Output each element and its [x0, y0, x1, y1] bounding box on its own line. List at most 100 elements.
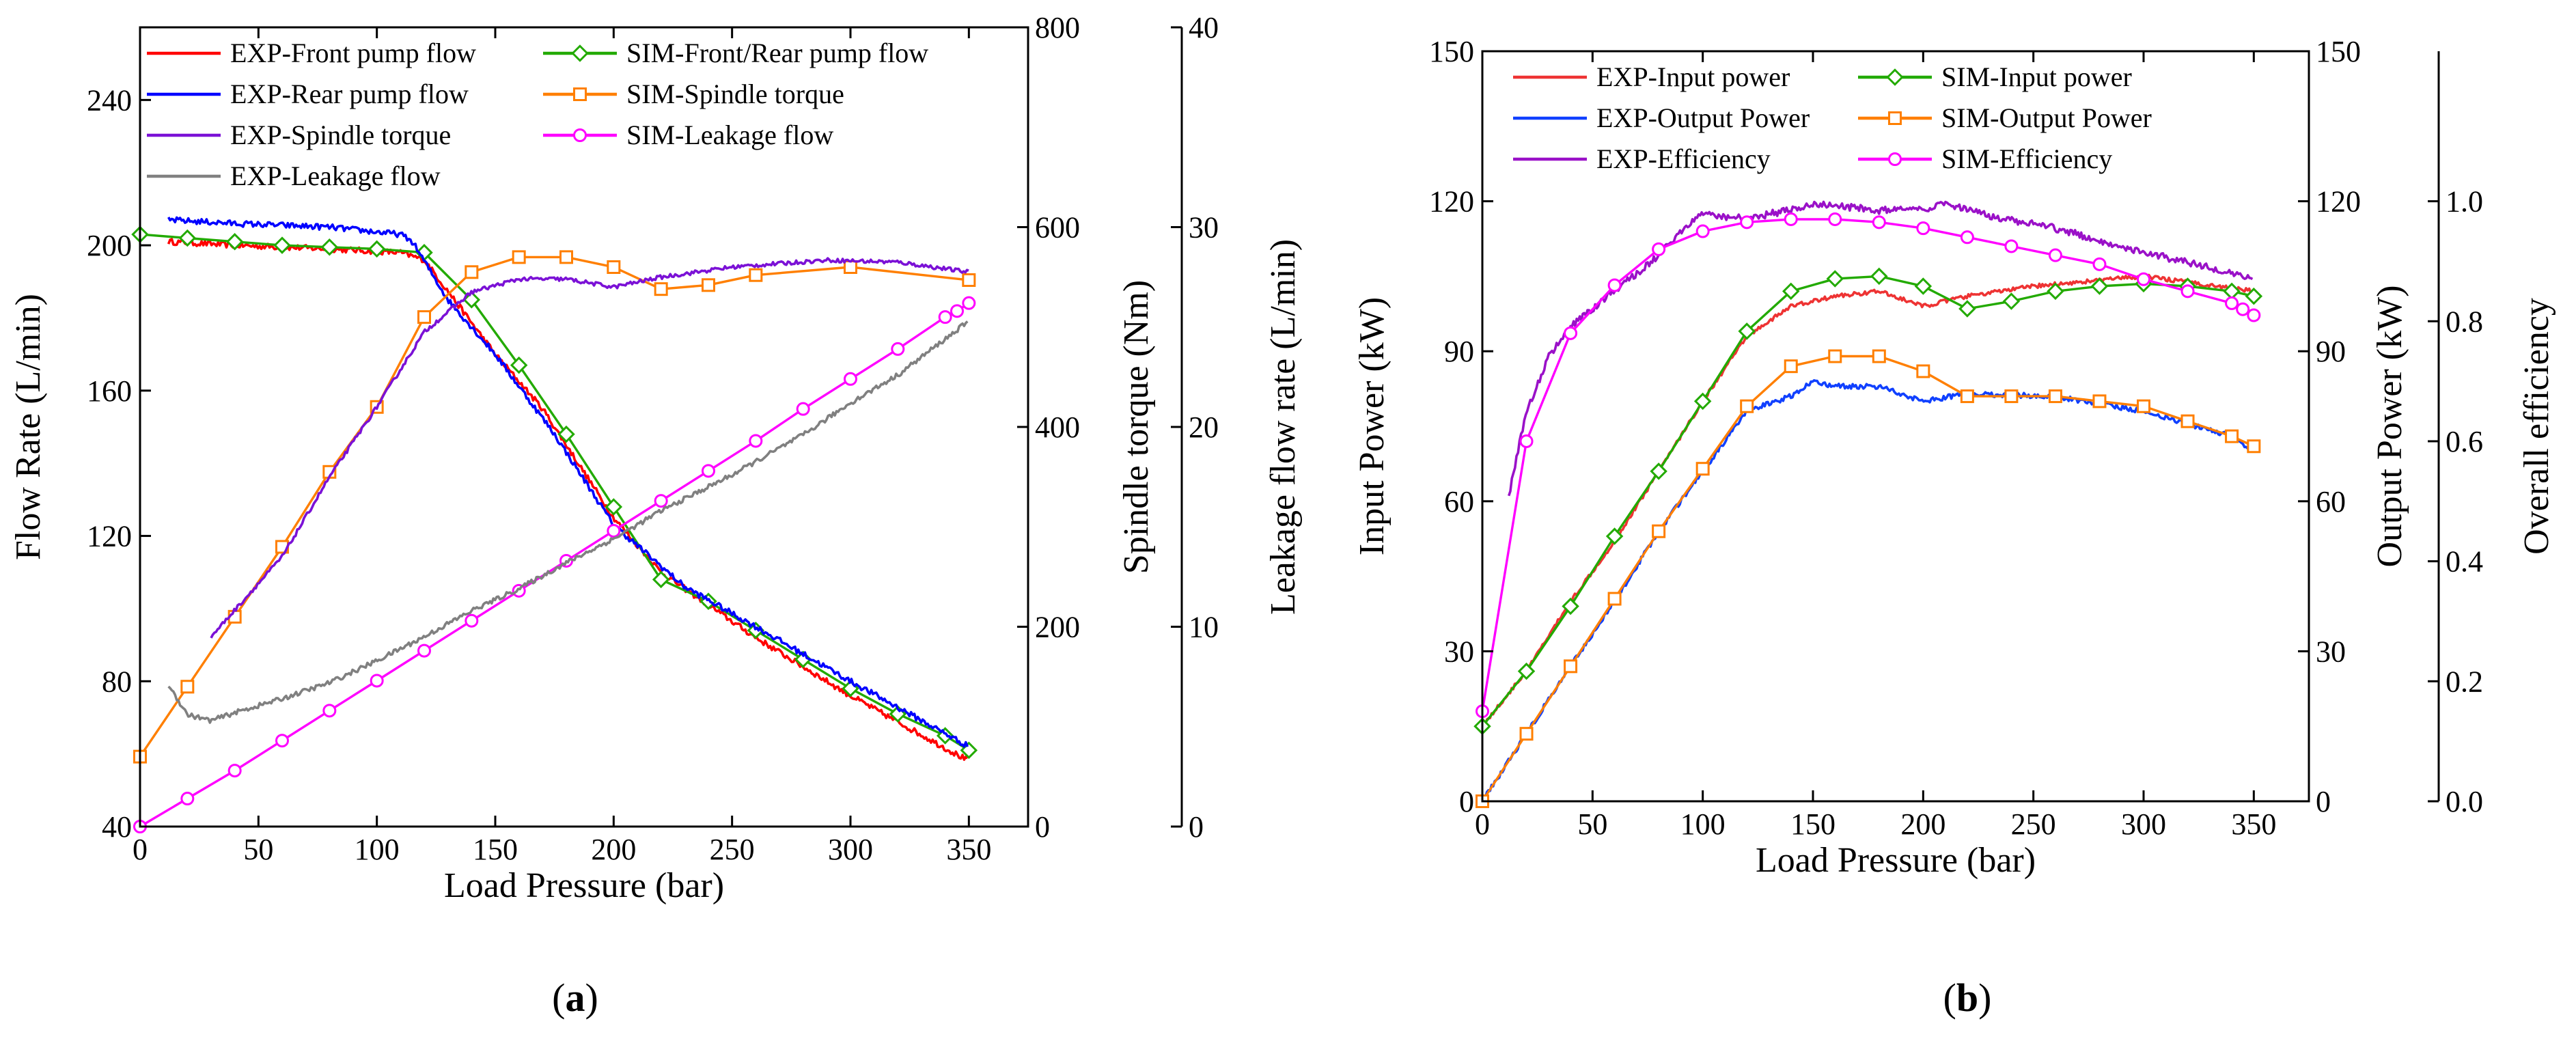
- y-tick-label: 20: [1189, 411, 1219, 444]
- data-point: [273, 236, 291, 254]
- series-line: [167, 238, 969, 761]
- data-point: [1652, 242, 1666, 256]
- legend-marker: [1888, 111, 1902, 125]
- y-tick-label: 10: [1189, 611, 1219, 644]
- data-point: [1872, 215, 1886, 230]
- data-point: [605, 498, 623, 516]
- y-tick-label: 800: [1035, 11, 1080, 44]
- right-axis-output: 0 30 60 90 120 150 Output Power (kW): [2298, 35, 2409, 818]
- legend-label: SIM-Efficiency: [1941, 143, 2112, 174]
- x-tick-label: 350: [2231, 807, 2276, 841]
- data-point: [1782, 282, 1800, 301]
- data-point: [227, 764, 242, 778]
- y-tick-label: 0.4: [2446, 545, 2483, 579]
- data-point: [2002, 292, 2021, 310]
- x-tick-label: 0: [133, 833, 148, 866]
- data-point: [2180, 414, 2195, 428]
- data-point: [1784, 212, 1798, 226]
- data-point: [1960, 230, 1974, 245]
- y-tick-label: 0: [1035, 810, 1050, 844]
- data-point: [2048, 389, 2062, 404]
- data-point: [796, 402, 810, 416]
- legend: EXP-Input power SIM-Input power EXP-Output…: [1513, 61, 2152, 174]
- x-tick-label: 150: [1790, 807, 1836, 841]
- x-tick-label: 200: [591, 833, 636, 866]
- data-point: [465, 265, 479, 279]
- series-sim-efficiency: [1476, 212, 2261, 719]
- data-point: [368, 240, 386, 258]
- data-point: [652, 570, 670, 589]
- y-tick-label: 600: [1035, 211, 1080, 245]
- data-point: [607, 260, 621, 274]
- series-exp-output-power: [1481, 378, 2255, 801]
- legend-label: SIM-Output Power: [1941, 102, 2152, 133]
- data-point: [512, 250, 526, 264]
- data-point: [749, 268, 763, 282]
- data-point: [1828, 349, 1842, 363]
- y-tick-label: 60: [1444, 485, 1474, 518]
- data-point: [417, 310, 431, 324]
- data-point: [320, 238, 339, 256]
- legend-item: EXP-Spindle torque: [147, 120, 451, 150]
- data-point: [1564, 326, 1578, 340]
- y-axis-label: Overall efficiency: [2517, 298, 2556, 555]
- panel-b-label: (b): [1943, 975, 1992, 1020]
- data-point: [1607, 278, 1622, 292]
- legend-marker: [573, 87, 587, 101]
- data-point: [2236, 302, 2250, 316]
- data-point: [2137, 272, 2150, 286]
- data-point: [1695, 462, 1710, 476]
- y-tick-label: 1.0: [2446, 185, 2483, 219]
- x-tick-label: 100: [355, 833, 400, 866]
- x-tick-label: 250: [710, 833, 755, 866]
- legend-item: SIM-Spindle torque: [543, 79, 844, 109]
- y-axis-label: Output Power (kW): [2370, 285, 2409, 567]
- y-tick-label: 200: [87, 229, 132, 262]
- y-tick-label: 90: [2316, 335, 2346, 368]
- y-tick-label: 0.0: [2446, 785, 2483, 818]
- y-axis-label: Leakage flow rate (L/min): [1264, 239, 1303, 615]
- data-point: [936, 727, 954, 745]
- data-point: [1519, 434, 1534, 448]
- y-tick-label: 0.2: [2446, 665, 2483, 698]
- data-point: [2004, 239, 2019, 253]
- x-tick-label: 50: [1577, 807, 1607, 841]
- legend-item: SIM-Output Power: [1858, 102, 2152, 133]
- y-tick-label: 0.6: [2446, 425, 2483, 458]
- x-tick-label: 300: [2121, 807, 2166, 841]
- series-line: [139, 233, 970, 751]
- panel-a-label: (a): [552, 975, 598, 1020]
- series-line: [1481, 355, 2255, 802]
- y-tick-label: 60: [2316, 485, 2346, 518]
- data-point: [1607, 592, 1622, 606]
- data-point: [1695, 224, 1710, 238]
- x-tick-label: 300: [828, 833, 873, 866]
- legend-label: EXP-Efficiency: [1596, 143, 1771, 174]
- data-point: [557, 425, 575, 443]
- data-point: [2180, 284, 2195, 299]
- legend-label: EXP-Front pump flow: [230, 38, 476, 68]
- y-axis-label: Flow Rate (L/min): [9, 294, 48, 560]
- y-axis-label: Input Power (kW): [1353, 297, 1391, 555]
- right-axis-leak: 0 10 20 30 40 Leakage flow rate (L/min): [1171, 11, 1303, 844]
- data-point: [2245, 287, 2263, 305]
- data-point: [844, 372, 857, 386]
- series-sim-leakage-flow: [133, 296, 976, 833]
- series-sim-input-power: [1473, 267, 2263, 735]
- y-tick-label: 120: [87, 520, 132, 553]
- legend-item: EXP-Front pump flow: [147, 38, 476, 68]
- data-point: [2137, 399, 2150, 413]
- legend-item: EXP-Input power: [1513, 61, 1790, 92]
- series-exp-input-power: [1482, 273, 2254, 728]
- data-point: [1872, 349, 1886, 363]
- series-line: [1481, 218, 2255, 712]
- legend-item: EXP-Output Power: [1513, 102, 1810, 133]
- x-tick-label: 50: [243, 833, 273, 866]
- data-point: [844, 260, 857, 274]
- y-tick-label: 400: [1035, 411, 1080, 444]
- right-axis-torque: 0 200 400 600 800 Spindle torque (Nm): [1017, 11, 1156, 844]
- legend-label: EXP-Leakage flow: [230, 161, 441, 191]
- y-tick-label: 240: [87, 83, 132, 117]
- data-point: [2047, 282, 2064, 301]
